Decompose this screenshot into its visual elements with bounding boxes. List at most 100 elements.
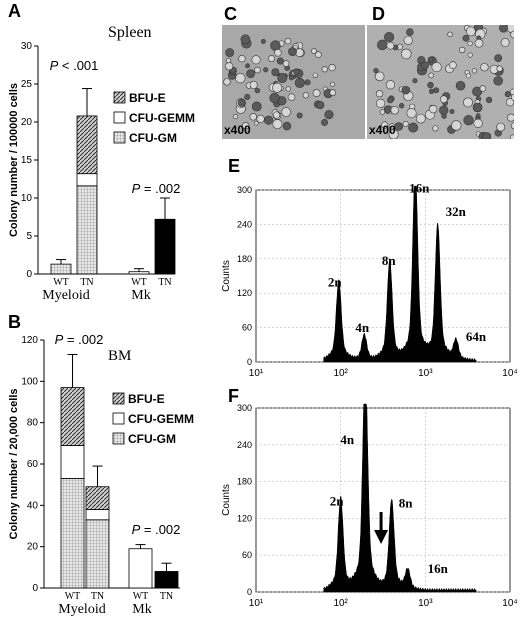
bar-segment-cfu-gm: [76, 185, 98, 275]
group-label-mk: Mk: [132, 602, 151, 617]
histogram-f: 0 60 120 180 240 300 10¹ 10² 10³ 10⁴ Counts 2n 4n 8n 1…: [221, 403, 518, 609]
legend-label: BFU-E: [129, 91, 166, 105]
legend-swatch: [112, 432, 125, 445]
y-axis-label: Colony number / 100000 cells: [8, 83, 20, 237]
legend-swatch: [112, 412, 125, 425]
legend-label: BFU-E: [128, 392, 165, 406]
cell: [463, 97, 473, 108]
cell: [311, 48, 317, 54]
legend-swatch: [112, 392, 125, 405]
micrograph-d-image: [367, 22, 519, 142]
cell: [412, 78, 418, 84]
bar-segment-cfu-gemm: [76, 173, 98, 187]
x-tick-label: 10⁴: [502, 598, 517, 609]
cell: [302, 92, 309, 99]
plot-frame: [255, 189, 511, 363]
bar-mk-wt: [128, 271, 150, 275]
cell: [312, 89, 321, 97]
cell: [254, 66, 261, 74]
x-tick-label: TN: [91, 591, 104, 602]
cell: [240, 34, 251, 45]
cell: [427, 81, 434, 89]
peak-label: 16n: [409, 180, 430, 195]
x-tick-label: 10¹: [249, 368, 264, 379]
cell: [448, 61, 457, 70]
cell: [251, 55, 261, 65]
y-axis-label: Counts: [221, 484, 232, 516]
bar-mk-tn: [154, 218, 176, 275]
plot-frame: [255, 407, 511, 593]
cell: [375, 98, 386, 109]
cell: [427, 56, 434, 63]
peak-label: 2n: [328, 274, 343, 289]
cell: [282, 121, 292, 131]
cell: [439, 105, 449, 115]
cell: [223, 78, 231, 86]
p-value-annotation: P = .002: [132, 522, 181, 537]
cell: [458, 46, 466, 54]
cell: [288, 47, 297, 56]
peak-label: 4n: [355, 320, 370, 335]
cell: [263, 67, 269, 73]
cell: [238, 55, 246, 63]
x-tick-label: WT: [133, 591, 149, 602]
cell: [282, 60, 290, 67]
cell: [432, 125, 439, 132]
cell: [496, 65, 503, 72]
cell: [385, 80, 396, 90]
cell: [386, 41, 395, 50]
cell: [242, 122, 250, 130]
peak-label: 32n: [446, 204, 467, 219]
cell: [277, 73, 288, 84]
cell: [474, 38, 484, 48]
cell: [293, 68, 300, 75]
cell: [373, 68, 379, 74]
cell: [493, 76, 503, 86]
cell: [276, 57, 284, 65]
cell: [375, 90, 384, 98]
y-tick-label: 10: [21, 193, 33, 204]
cell: [420, 61, 429, 70]
cell: [254, 120, 259, 126]
bar-segment-cfu-gm: [60, 478, 85, 589]
cell: [467, 52, 473, 58]
cell: [505, 98, 515, 107]
micrograph-c-image: [222, 25, 365, 139]
cell: [472, 102, 483, 113]
peak-label: 16n: [428, 561, 449, 576]
y-tick-label: 80: [27, 418, 39, 429]
panel-a-title: Spleen: [108, 24, 152, 41]
cell: [374, 71, 385, 82]
x-tick-label: 10³: [418, 368, 433, 379]
bar-segment-cfu-gemm: [60, 444, 85, 479]
peak-label: 2n: [330, 493, 345, 508]
cell: [403, 35, 413, 45]
x-tick-label: WT: [131, 277, 147, 288]
peak-label: 8n: [382, 253, 397, 268]
cell: [316, 101, 325, 110]
cell: [401, 85, 411, 95]
bar-segment-cfu-gm: [85, 519, 110, 589]
cell: [451, 120, 462, 131]
y-axis-label: Colony number / 20,000 cells: [8, 388, 20, 539]
cell: [254, 87, 261, 94]
y-tick-label: 0: [247, 587, 252, 597]
cell: [463, 115, 474, 126]
panel-label-f: F: [228, 386, 239, 406]
peak-label: 4n: [340, 432, 355, 447]
cell: [384, 31, 395, 43]
cell: [465, 73, 471, 79]
cell: [272, 82, 283, 93]
cell: [485, 96, 493, 104]
cell: [466, 26, 476, 37]
cell: [329, 89, 337, 96]
p-value-annotation: P = .002: [55, 332, 104, 347]
x-tick-label: TN: [158, 277, 171, 288]
y-tick-label: 300: [237, 403, 252, 413]
y-tick-label: 0: [26, 269, 32, 280]
x-tick-label: TN: [160, 591, 173, 602]
group-label-mk: Mk: [131, 288, 150, 303]
y-tick-label: 20: [21, 117, 33, 128]
y-tick-label: 25: [21, 79, 33, 90]
cell: [406, 28, 414, 36]
